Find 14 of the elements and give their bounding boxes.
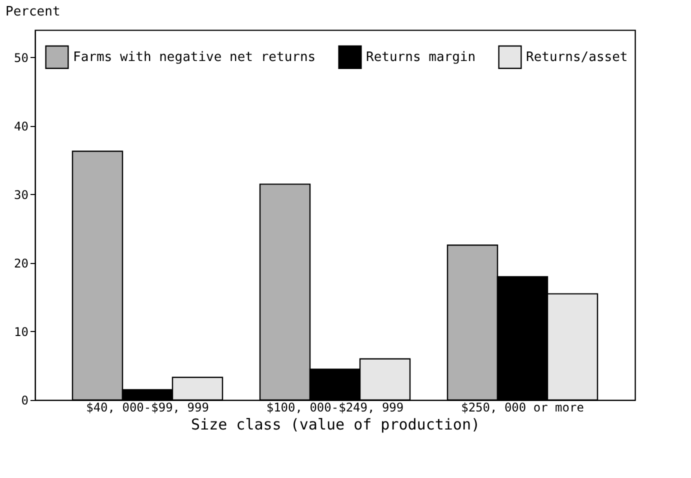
y-tick-label: 30 — [14, 188, 28, 202]
y-tick-label: 50 — [14, 50, 28, 65]
legend-label: Returns margin — [366, 50, 476, 66]
legend-label: Returns/asset — [526, 50, 628, 66]
x-tick-label: $40, 000-$99, 999 — [86, 400, 209, 414]
y-axis-title: Percent — [6, 4, 60, 20]
y-tick-label: 10 — [14, 324, 28, 339]
y-tick-label: 0 — [21, 394, 28, 408]
y-tick-label: 20 — [14, 256, 28, 270]
y-tick-label: 40 — [14, 119, 28, 134]
x-tick-label: $250, 000 or more — [461, 400, 584, 414]
legend-label: Farms with negative net returns — [73, 50, 316, 66]
x-tick-label: $100, 000-$249, 999 — [266, 400, 404, 414]
x-axis-title: Size class (value of production) — [191, 416, 480, 434]
